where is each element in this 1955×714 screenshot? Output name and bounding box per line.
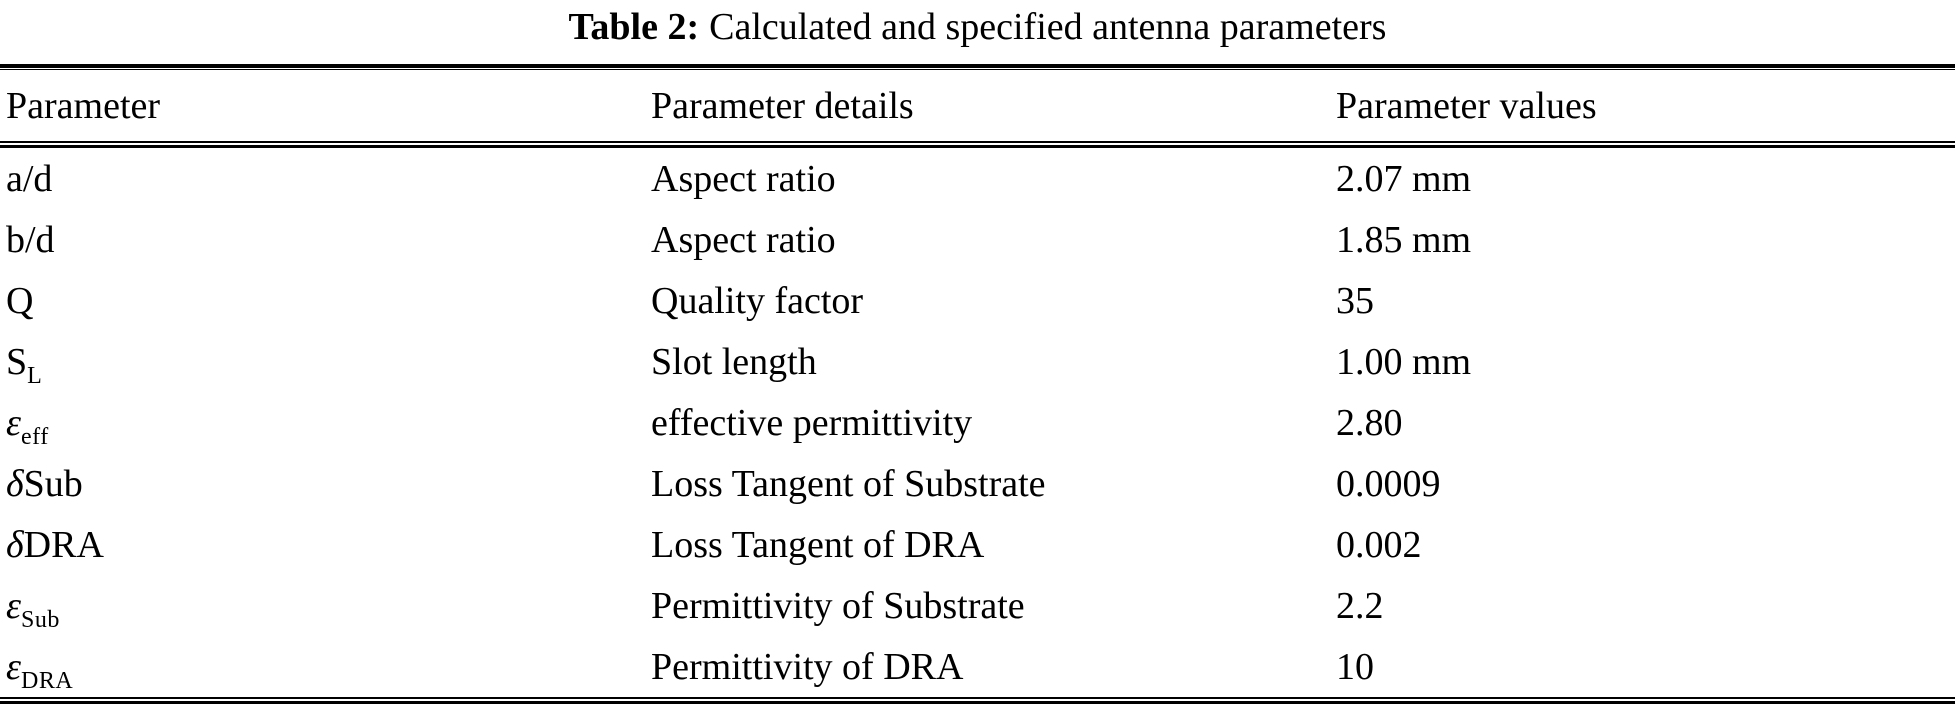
parameter-symbol: ε: [6, 645, 21, 688]
table-body: a/d Aspect ratio 2.07 mm b/d Aspect rati…: [0, 148, 1955, 697]
parameter-symbol: δ: [6, 523, 24, 566]
table-caption: Table 2: Calculated and specified antenna…: [0, 0, 1955, 64]
table-row: δSub Loss Tangent of Substrate 0.0009: [0, 453, 1955, 514]
parameter-cell: εSub: [0, 584, 645, 633]
detail-cell: Loss Tangent of DRA: [651, 523, 985, 566]
parameter-cell: SL: [0, 340, 645, 389]
parameter-symbol: Q: [6, 279, 34, 322]
value-cell: 2.07 mm: [1336, 157, 1472, 200]
value-cell: 0.0009: [1336, 462, 1441, 505]
table-top-rule: [0, 64, 1955, 71]
value-cell: 2.2: [1336, 584, 1384, 627]
parameter-cell: a/d: [0, 157, 645, 201]
parameter-cell: δDRA: [0, 523, 645, 567]
parameter-suffix: Sub: [23, 462, 83, 505]
value-cell: 35: [1336, 279, 1374, 322]
parameter-suffix: DRA: [23, 523, 104, 566]
parameter-cell: εDRA: [0, 645, 645, 694]
detail-cell: Permittivity of DRA: [651, 645, 964, 688]
parameter-cell: b/d: [0, 218, 645, 262]
table-row: b/d Aspect ratio 1.85 mm: [0, 209, 1955, 270]
column-header-parameter: Parameter: [6, 85, 161, 127]
parameter-symbol: b/d: [6, 218, 55, 261]
table-header-rule: [0, 141, 1955, 148]
detail-cell: Quality factor: [651, 279, 864, 322]
table-row: εSub Permittivity of Substrate 2.2: [0, 575, 1955, 636]
value-cell: 1.00 mm: [1336, 340, 1472, 383]
parameter-subscript: L: [27, 362, 43, 389]
table-row: δDRA Loss Tangent of DRA 0.002: [0, 514, 1955, 575]
parameter-symbol: δ: [6, 462, 24, 505]
table-row: a/d Aspect ratio 2.07 mm: [0, 148, 1955, 209]
table-caption-label: Table 2:: [568, 6, 700, 48]
parameter-cell: εeff: [0, 401, 645, 450]
table-header-row: Parameter Parameter details Parameter va…: [0, 71, 1955, 141]
detail-cell: Aspect ratio: [651, 157, 836, 200]
value-cell: 0.002: [1336, 523, 1422, 566]
detail-cell: Loss Tangent of Substrate: [651, 462, 1046, 505]
parameter-cell: δSub: [0, 462, 645, 506]
column-header-parameter-values: Parameter values: [1336, 85, 1597, 127]
parameter-subscript: Sub: [20, 606, 60, 633]
table-row: Q Quality factor 35: [0, 270, 1955, 331]
table-caption-text: Calculated and specified antenna paramet…: [709, 6, 1387, 48]
table-row: SL Slot length 1.00 mm: [0, 331, 1955, 392]
table-bottom-rule: [0, 697, 1955, 704]
detail-cell: Slot length: [651, 340, 817, 383]
value-cell: 2.80: [1336, 401, 1403, 444]
detail-cell: Aspect ratio: [651, 218, 836, 261]
parameter-symbol: a/d: [6, 157, 53, 200]
value-cell: 10: [1336, 645, 1374, 688]
parameter-symbol: S: [6, 340, 28, 383]
parameter-cell: Q: [0, 279, 645, 323]
parameter-symbol: ε: [6, 584, 21, 627]
parameter-subscript: eff: [20, 423, 49, 450]
detail-cell: effective permittivity: [651, 401, 973, 444]
parameter-subscript: DRA: [20, 667, 74, 694]
value-cell: 1.85 mm: [1336, 218, 1472, 261]
column-header-parameter-details: Parameter details: [651, 85, 914, 127]
table-row: εeff effective permittivity 2.80: [0, 392, 1955, 453]
parameter-symbol: ε: [6, 401, 21, 444]
detail-cell: Permittivity of Substrate: [651, 584, 1025, 627]
table-row: εDRA Permittivity of DRA 10: [0, 636, 1955, 697]
